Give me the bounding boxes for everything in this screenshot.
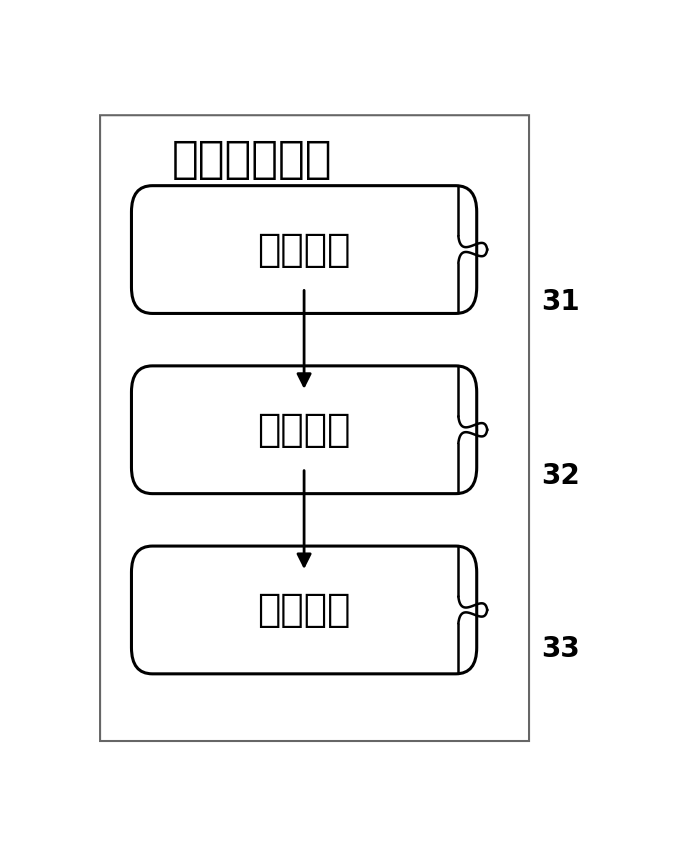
Text: 显示模块: 显示模块 (257, 591, 351, 629)
Text: 33: 33 (541, 635, 580, 663)
Text: 触发模块: 触发模块 (257, 231, 351, 269)
Text: 31: 31 (541, 288, 580, 316)
FancyBboxPatch shape (132, 186, 477, 313)
FancyBboxPatch shape (100, 115, 529, 741)
Text: 同步显示系统: 同步显示系统 (171, 138, 332, 181)
Text: 32: 32 (541, 461, 580, 489)
Text: 执行模块: 执行模块 (257, 411, 351, 448)
FancyBboxPatch shape (132, 546, 477, 674)
FancyBboxPatch shape (132, 366, 477, 494)
